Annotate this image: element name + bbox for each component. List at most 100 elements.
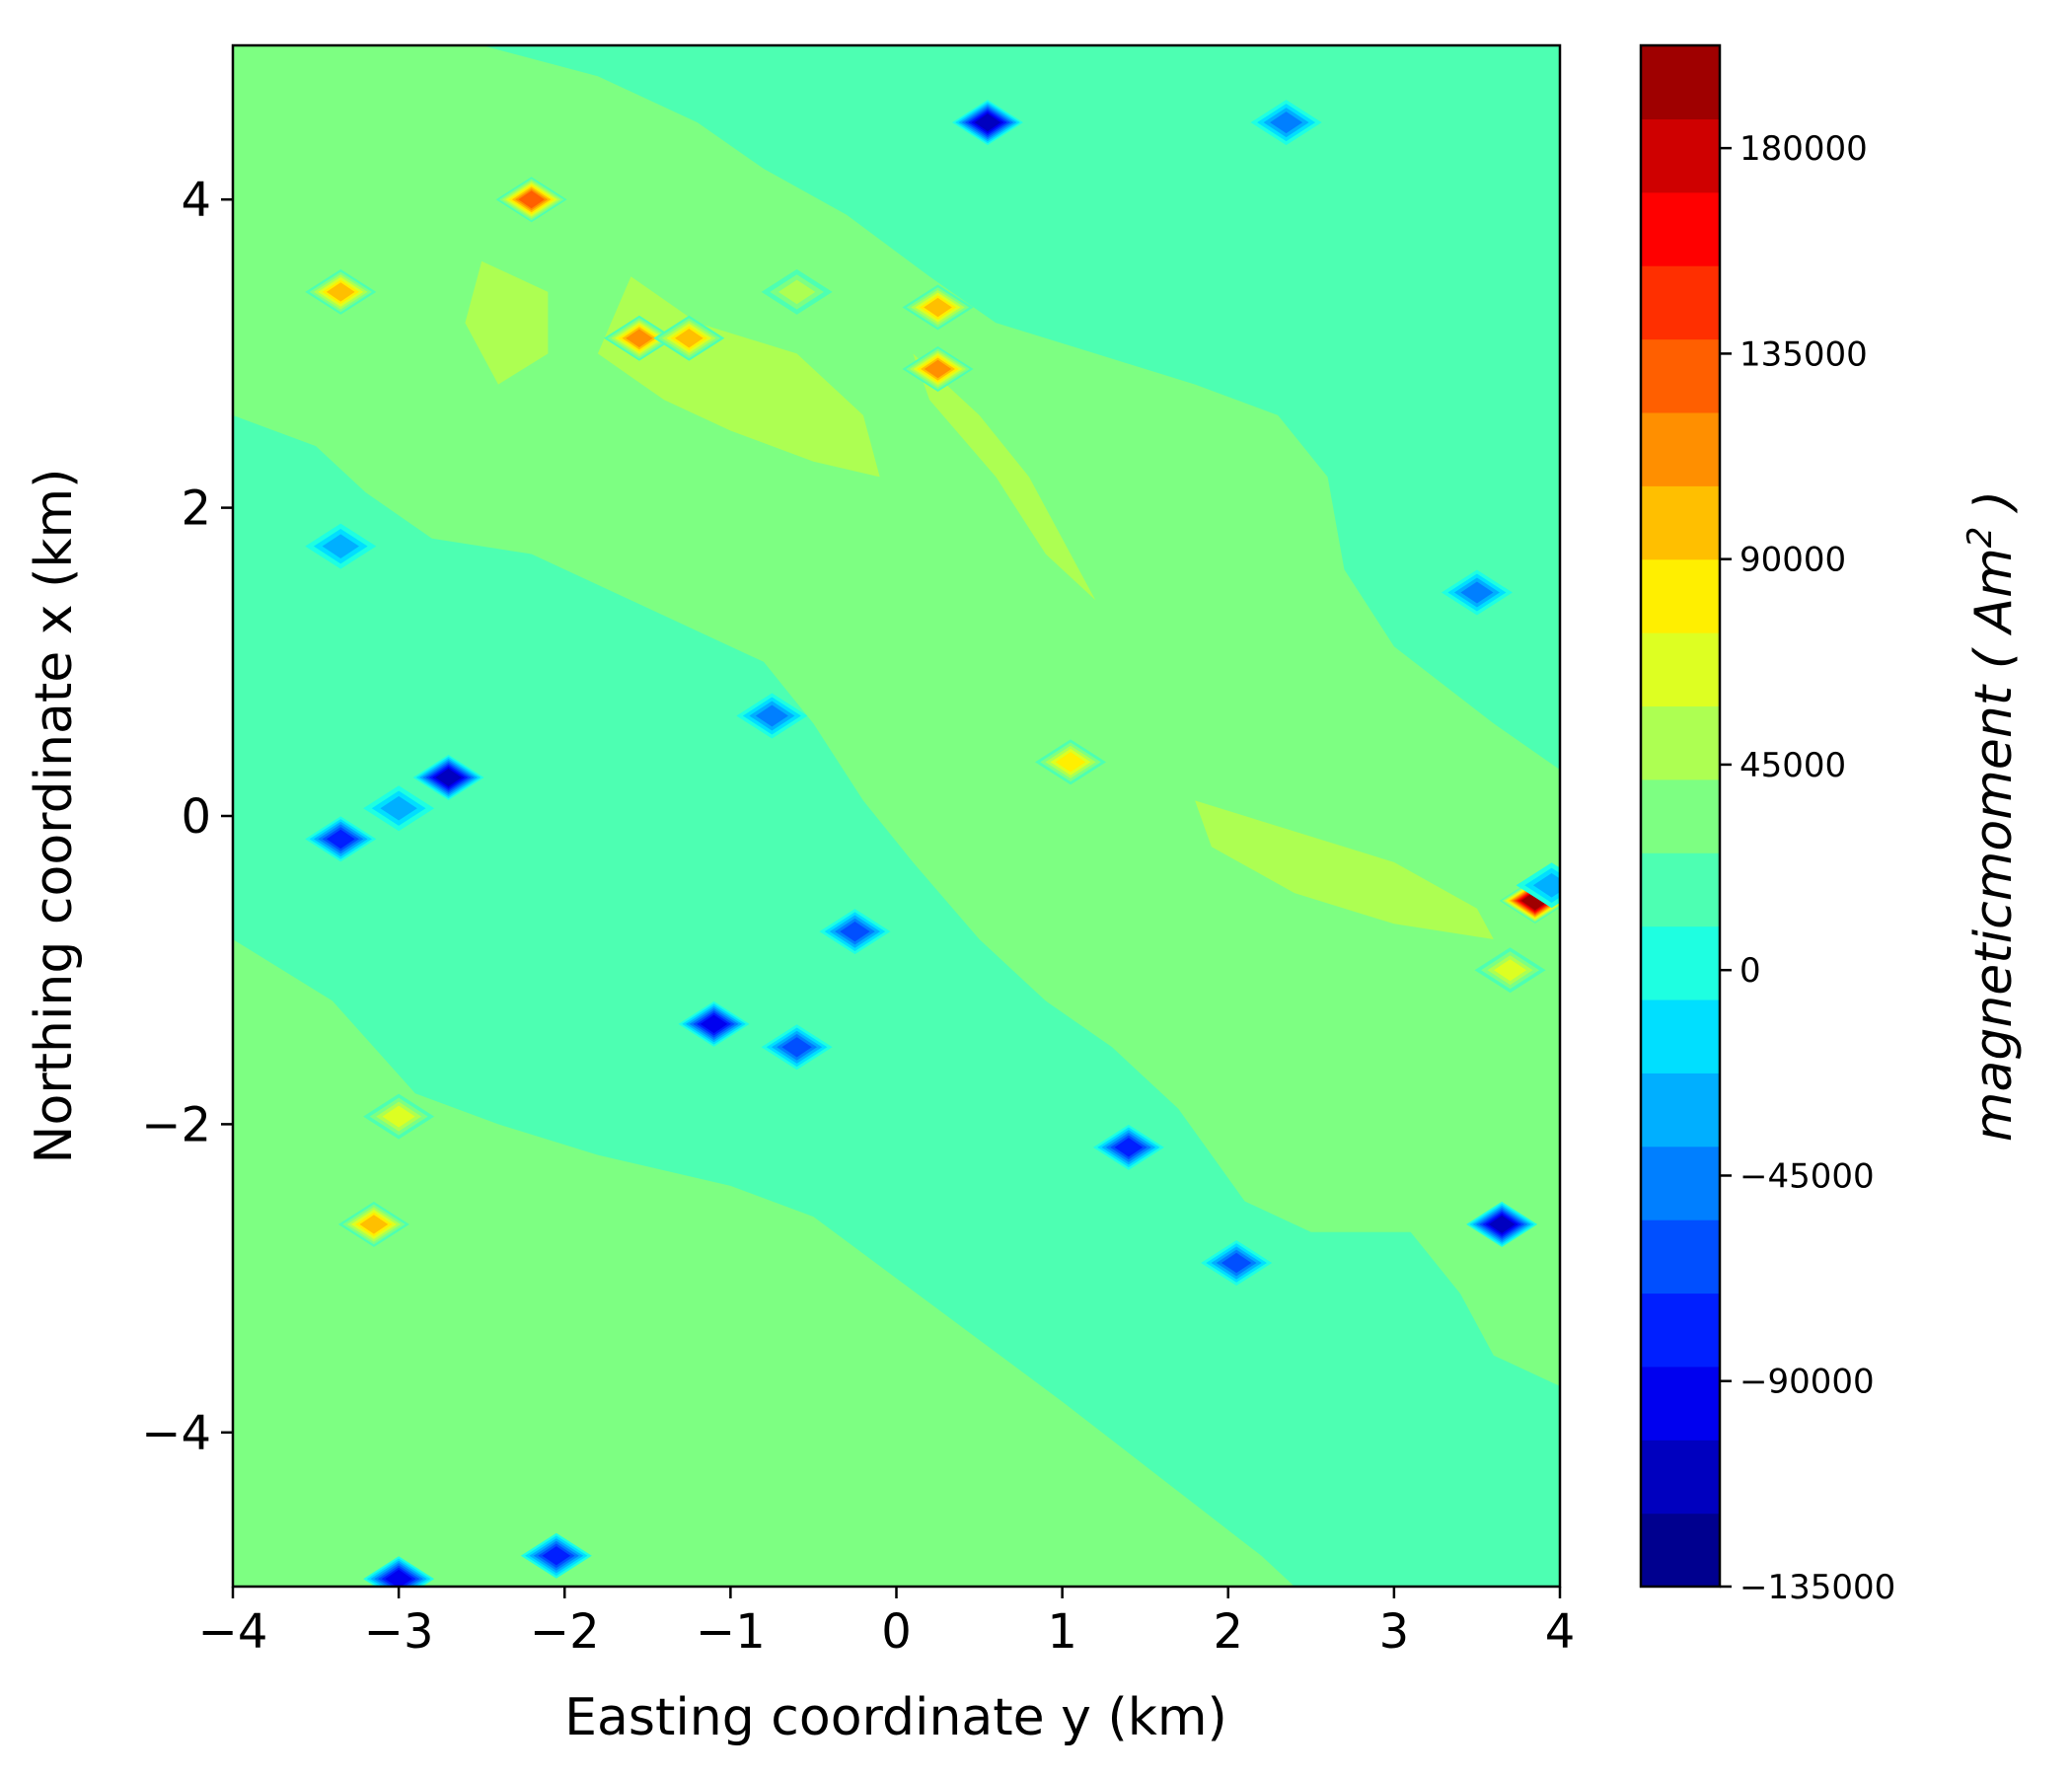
anomaly-level	[700, 1014, 728, 1034]
y-tick-label: 4	[181, 173, 211, 228]
anomaly	[1201, 1239, 1273, 1286]
anomaly	[363, 1093, 435, 1140]
colorbar-band	[1641, 705, 1720, 780]
y-tick-label: −4	[141, 1406, 211, 1461]
anomaly-level	[542, 1546, 571, 1566]
anomaly-level	[382, 1105, 415, 1128]
plot-area	[233, 45, 1560, 1587]
anomaly-level	[1270, 111, 1303, 134]
anomaly	[736, 693, 808, 739]
contour-region	[1195, 800, 1494, 939]
anomaly-level	[1460, 581, 1494, 604]
anomaly-level	[326, 282, 355, 302]
contour-region	[233, 939, 1295, 1587]
anomaly	[761, 1024, 833, 1071]
contour-regions	[233, 45, 1560, 1587]
y-tick-label: 2	[181, 481, 211, 537]
colorbar-band	[1641, 45, 1720, 119]
y-axis-ticks: 4 2 0 −2 −4	[141, 173, 233, 1461]
anomaly	[902, 284, 974, 331]
x-axis-ticks: −4 −3 −2 −1 0 1 2 3 4	[198, 1587, 1576, 1660]
colorbar-band	[1641, 1220, 1720, 1295]
anomaly-level	[380, 795, 417, 821]
colorbar-band	[1641, 338, 1720, 413]
x-tick-label: −3	[364, 1604, 434, 1660]
anomaly-level	[1532, 872, 1560, 898]
colorbar-tick-label: 0	[1739, 951, 1761, 991]
anomaly-level	[1488, 1215, 1516, 1233]
x-tick-label: −4	[198, 1604, 268, 1660]
anomaly-level	[840, 921, 870, 942]
colorbar-label-sup: 2	[1961, 527, 2000, 549]
colorbar-band	[1641, 852, 1720, 927]
anomaly	[1516, 862, 1560, 909]
colorbar-tick-label: −90000	[1739, 1363, 1875, 1402]
anomaly	[305, 816, 377, 862]
colorbar-tick-label: −135000	[1739, 1568, 1895, 1607]
x-tick-label: 1	[1047, 1604, 1077, 1660]
colorbar-band	[1641, 778, 1720, 853]
anomaly-level	[924, 359, 952, 379]
anomaly-level	[385, 1569, 412, 1587]
anomaly	[1466, 1201, 1538, 1247]
anomaly-level	[359, 1215, 389, 1234]
anomaly-level	[777, 279, 816, 305]
anomaly	[603, 315, 675, 361]
y-tick-label: 0	[181, 789, 211, 845]
anomaly	[1092, 1124, 1164, 1170]
colorbar-tick-label: 135000	[1739, 334, 1868, 374]
anomaly	[902, 346, 974, 393]
contour-region	[913, 353, 1096, 601]
anomaly	[412, 754, 484, 800]
anomaly	[678, 1000, 750, 1047]
colorbar-label-close: )	[1964, 490, 2024, 527]
colorbar-band	[1641, 1440, 1720, 1515]
anomaly	[363, 785, 435, 832]
x-tick-label: 2	[1213, 1604, 1243, 1660]
anomaly-level	[924, 297, 952, 318]
colorbar-band	[1641, 1366, 1720, 1441]
y-axis-label: Northing coordinate x (km)	[25, 469, 84, 1164]
colorbar-tick-label: −45000	[1739, 1156, 1875, 1196]
x-tick-label: 3	[1379, 1604, 1410, 1660]
anomaly	[495, 177, 567, 223]
colorbar-tick-label: 90000	[1739, 541, 1846, 580]
colorbar-label: magneticmoment ( Am2 )	[1961, 490, 2024, 1142]
anomaly	[819, 909, 891, 955]
colorbar-band	[1641, 925, 1720, 1000]
x-tick-label: −2	[530, 1604, 600, 1660]
anomaly-level	[435, 768, 462, 786]
colorbar-label-main: magneticmoment ( Am	[1964, 548, 2024, 1142]
anomaly-level	[974, 113, 1001, 132]
colorbar-band	[1641, 1146, 1720, 1221]
anomaly	[653, 315, 725, 361]
x-axis-label: Easting coordinate y (km)	[564, 1688, 1227, 1747]
x-tick-label: 4	[1545, 1604, 1576, 1660]
colorbar-band	[1641, 1293, 1720, 1368]
colorbar-tick-label: 180000	[1739, 129, 1868, 169]
colorbar-band	[1641, 1513, 1720, 1588]
colorbar-tick-label: 45000	[1739, 746, 1846, 785]
anomaly	[305, 268, 377, 315]
anomaly-level	[518, 190, 545, 209]
colorbar-band	[1641, 191, 1720, 266]
colorbar	[1641, 45, 1720, 1588]
anomaly	[1035, 739, 1107, 785]
contour-region	[597, 276, 880, 478]
anomaly	[951, 100, 1023, 146]
anomaly	[363, 1556, 435, 1587]
colorbar-band	[1641, 485, 1720, 560]
anomaly	[761, 268, 833, 315]
anomaly-level	[1221, 1252, 1252, 1274]
anomaly-level	[781, 1037, 812, 1058]
anomaly-level	[1055, 752, 1086, 773]
colorbar-ticks: 180000 135000 90000 45000 0 −45000 −90000 −1350…	[1720, 129, 1895, 1607]
anomaly-level	[322, 534, 359, 558]
anomaly	[1441, 569, 1513, 616]
anomaly	[1250, 100, 1322, 146]
colorbar-band	[1641, 265, 1720, 340]
x-tick-label: −1	[696, 1604, 766, 1660]
anomaly	[520, 1532, 592, 1579]
colorbar-band	[1641, 411, 1720, 486]
